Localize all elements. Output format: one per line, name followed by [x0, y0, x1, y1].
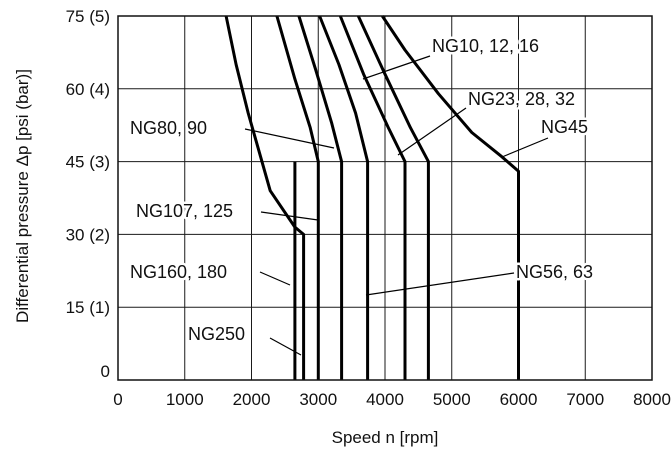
x-tick-label: 3000	[299, 390, 337, 409]
y-tick-label: 45 (3)	[66, 153, 110, 172]
series-line	[224, 15, 306, 380]
series-line	[275, 15, 320, 380]
x-axis-title: Speed n [rpm]	[332, 428, 439, 447]
leader-lines	[244, 55, 549, 356]
curve-label-halo: NG23, 28, 32	[468, 89, 575, 109]
series-line	[381, 15, 520, 380]
x-tick-label: 2000	[233, 390, 271, 409]
y-tick-label: 75 (5)	[66, 7, 110, 26]
x-tick-label: 1000	[166, 390, 204, 409]
leader-line	[362, 55, 431, 80]
leader-line	[397, 107, 467, 156]
y-tick-label: 0	[101, 362, 110, 381]
leader-line	[259, 271, 291, 286]
series-line	[297, 15, 344, 380]
curve-label: NG23, 28, 32	[468, 89, 575, 109]
x-tick-label: 4000	[366, 390, 404, 409]
tick-labels: 0 1000 2000 3000 4000 5000 6000 7000 8000 0 15 (1)…	[66, 7, 671, 409]
curve-label: NG10, 12, 16	[432, 36, 539, 56]
leader-line	[244, 128, 335, 149]
x-tick-label: 5000	[433, 390, 471, 409]
curve-label-halo: NG80, 90	[130, 118, 207, 138]
curves	[224, 15, 520, 380]
leader-line	[501, 137, 549, 158]
curve-label: NG56, 63	[516, 262, 593, 282]
curve-label-halo: NG45	[541, 117, 588, 137]
leader-line	[260, 211, 319, 221]
y-tick-label: 15 (1)	[66, 298, 110, 317]
leader-line	[269, 337, 302, 356]
curve-label: NG80, 90	[130, 118, 207, 138]
x-tick-label: 6000	[500, 390, 538, 409]
x-tick-label: 0	[113, 390, 122, 409]
series-line	[338, 15, 407, 380]
curve-label: NG107, 125	[136, 201, 233, 221]
y-tick-label: 30 (2)	[66, 225, 110, 244]
series-line	[356, 15, 430, 380]
y-axis-title: Differential pressure Δp [psi (bar)]	[13, 69, 32, 323]
x-tick-label: 7000	[566, 390, 604, 409]
curve-label-halo: NG107, 125	[136, 201, 233, 221]
leader-line	[365, 272, 515, 296]
plot-frame-border	[117, 15, 653, 381]
curve-label-halo: NG10, 12, 16	[432, 36, 539, 56]
series-line	[318, 15, 370, 380]
curve-label-halo: NG56, 63	[516, 262, 593, 282]
curve-label-halo: NG250	[188, 324, 245, 344]
curve-label: NG45	[541, 117, 588, 137]
x-tick-label: 8000	[633, 390, 671, 409]
curve-label: NG160, 180	[130, 262, 227, 282]
curve-label-halo: NG160, 180	[130, 262, 227, 282]
y-tick-label: 60 (4)	[66, 80, 110, 99]
plot-frame	[117, 15, 653, 381]
curve-label: NG250	[188, 324, 245, 344]
